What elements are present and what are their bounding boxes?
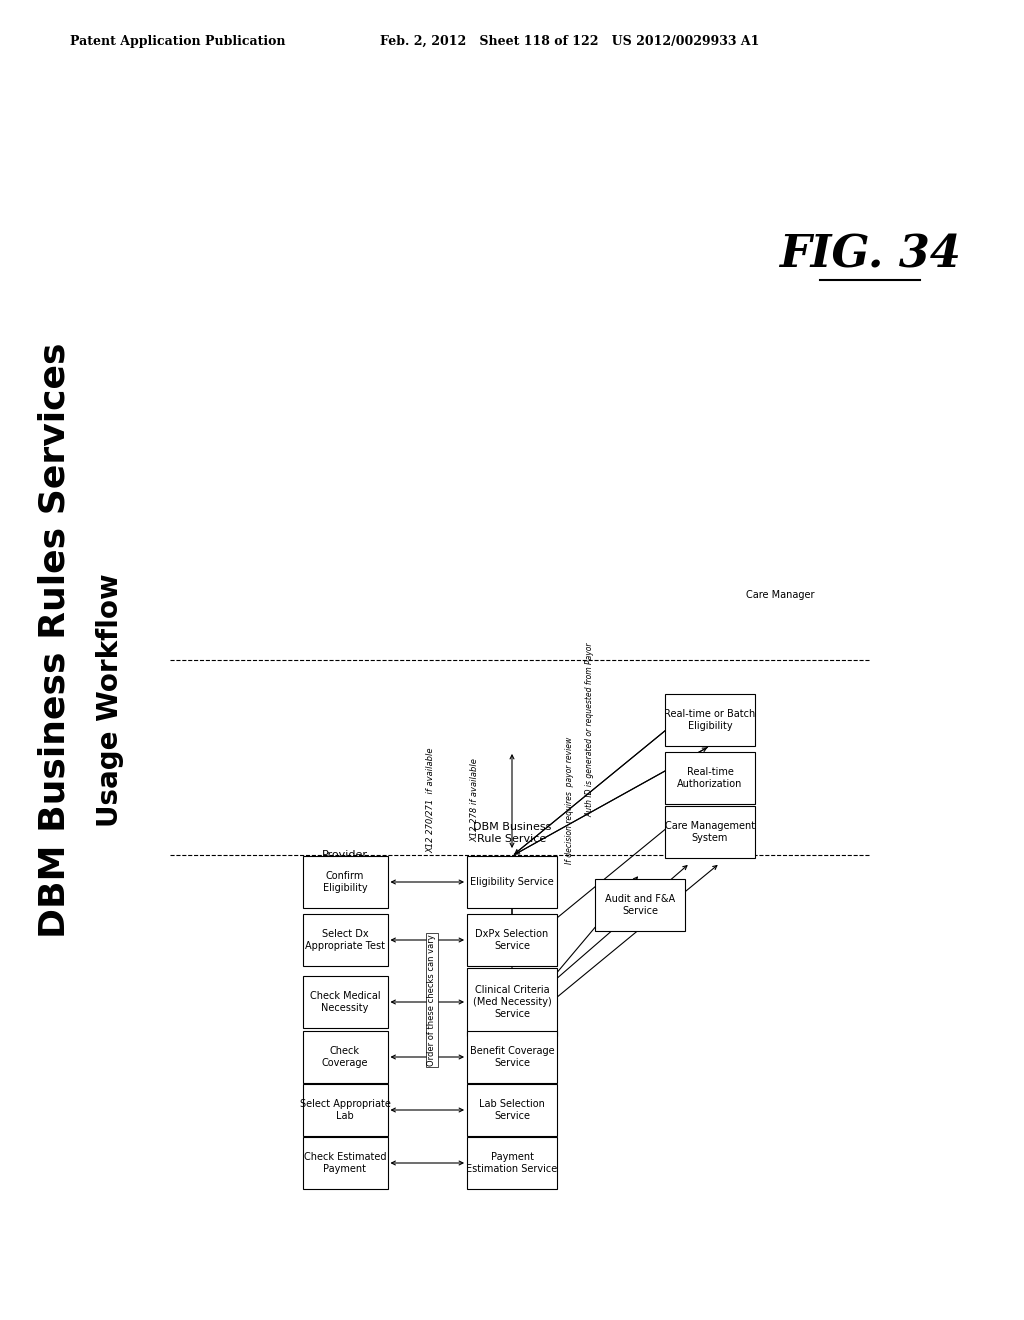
- FancyBboxPatch shape: [302, 1137, 387, 1189]
- Text: DBM Business Rules Services: DBM Business Rules Services: [38, 342, 72, 937]
- Text: Select Dx
Appropriate Test: Select Dx Appropriate Test: [305, 929, 385, 950]
- Text: Auth ID is generated or requested from Payor: Auth ID is generated or requested from P…: [586, 643, 595, 817]
- FancyBboxPatch shape: [467, 968, 557, 1036]
- Text: Confirm
Eligibility: Confirm Eligibility: [323, 871, 368, 892]
- Text: Eligibility Service: Eligibility Service: [470, 876, 554, 887]
- FancyBboxPatch shape: [665, 807, 755, 858]
- FancyBboxPatch shape: [302, 913, 387, 966]
- FancyBboxPatch shape: [467, 913, 557, 966]
- FancyBboxPatch shape: [467, 855, 557, 908]
- FancyBboxPatch shape: [302, 975, 387, 1028]
- Text: DxPx Selection
Service: DxPx Selection Service: [475, 929, 549, 950]
- Text: Check Medical
Necessity: Check Medical Necessity: [309, 991, 380, 1012]
- FancyBboxPatch shape: [302, 1084, 387, 1137]
- Text: Feb. 2, 2012   Sheet 118 of 122   US 2012/0029933 A1: Feb. 2, 2012 Sheet 118 of 122 US 2012/00…: [380, 36, 760, 48]
- Text: Payment
Estimation Service: Payment Estimation Service: [466, 1152, 558, 1173]
- FancyBboxPatch shape: [595, 879, 685, 931]
- Text: If decision requires  payor review: If decision requires payor review: [565, 737, 574, 863]
- FancyBboxPatch shape: [467, 1084, 557, 1137]
- Text: Payor: Payor: [694, 696, 726, 705]
- FancyBboxPatch shape: [467, 1031, 557, 1082]
- Text: Audit and F&A
Service: Audit and F&A Service: [605, 894, 675, 916]
- Text: Care Management
System: Care Management System: [665, 821, 755, 842]
- FancyBboxPatch shape: [665, 752, 755, 804]
- Text: Check
Coverage: Check Coverage: [322, 1047, 369, 1068]
- Text: DBM Business
Rule Service: DBM Business Rule Service: [473, 822, 551, 843]
- Text: Real-time
Authorization: Real-time Authorization: [677, 767, 742, 789]
- Text: Clinical Criteria
(Med Necessity)
Service: Clinical Criteria (Med Necessity) Servic…: [473, 986, 551, 1019]
- Text: Usage Workflow: Usage Workflow: [96, 573, 124, 826]
- Text: Care Manager: Care Manager: [745, 590, 814, 601]
- Text: Check Estimated
Payment: Check Estimated Payment: [304, 1152, 386, 1173]
- FancyBboxPatch shape: [467, 1137, 557, 1189]
- FancyBboxPatch shape: [302, 1031, 387, 1082]
- Text: X12 278 if available: X12 278 if available: [470, 758, 479, 842]
- Text: FIG. 34: FIG. 34: [779, 234, 961, 276]
- Text: Patent Application Publication: Patent Application Publication: [70, 36, 286, 48]
- Text: X12 270/271  if available: X12 270/271 if available: [426, 747, 434, 853]
- Text: Real-time or Batch
Eligibility: Real-time or Batch Eligibility: [665, 709, 756, 731]
- FancyBboxPatch shape: [302, 855, 387, 908]
- Text: Provider: Provider: [322, 850, 368, 861]
- Text: Select Appropriate
Lab: Select Appropriate Lab: [300, 1100, 390, 1121]
- Text: Benefit Coverage
Service: Benefit Coverage Service: [470, 1047, 554, 1068]
- Text: Order of these checks can vary: Order of these checks can vary: [427, 935, 436, 1065]
- Text: Lab Selection
Service: Lab Selection Service: [479, 1100, 545, 1121]
- FancyBboxPatch shape: [665, 694, 755, 746]
